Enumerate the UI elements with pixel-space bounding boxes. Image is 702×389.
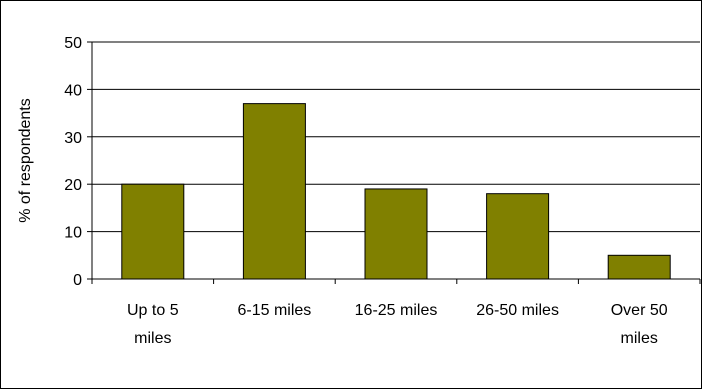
bar (607, 254, 671, 280)
axes (91, 42, 700, 280)
y-tick-label: 0 (73, 272, 82, 289)
y-tick-label: 50 (64, 35, 82, 52)
y-tick-label: 20 (64, 177, 82, 194)
x-category-label: Up to 5 miles (127, 302, 179, 347)
y-axis-label: % of respondents (17, 98, 34, 223)
x-category-label: Over 50 miles (611, 302, 668, 347)
y-tick-label: 30 (64, 130, 82, 147)
x-category-label: 6-15 miles (237, 302, 311, 319)
y-tick-label: 10 (64, 225, 82, 242)
bars (121, 103, 671, 280)
bar (486, 193, 550, 280)
y-tick-label: 40 (64, 82, 82, 99)
bar (121, 183, 185, 280)
x-category-label: 16-25 miles (355, 302, 438, 319)
y-ticks: 0 10 20 30 40 50 (64, 35, 92, 289)
gridlines (92, 41, 700, 233)
bar (364, 188, 428, 280)
x-category-label: 26-50 miles (476, 302, 559, 319)
bar (242, 103, 306, 280)
x-labels: Up to 5 miles 6-15 miles 16-25 miles 26-50 m… (91, 279, 701, 347)
